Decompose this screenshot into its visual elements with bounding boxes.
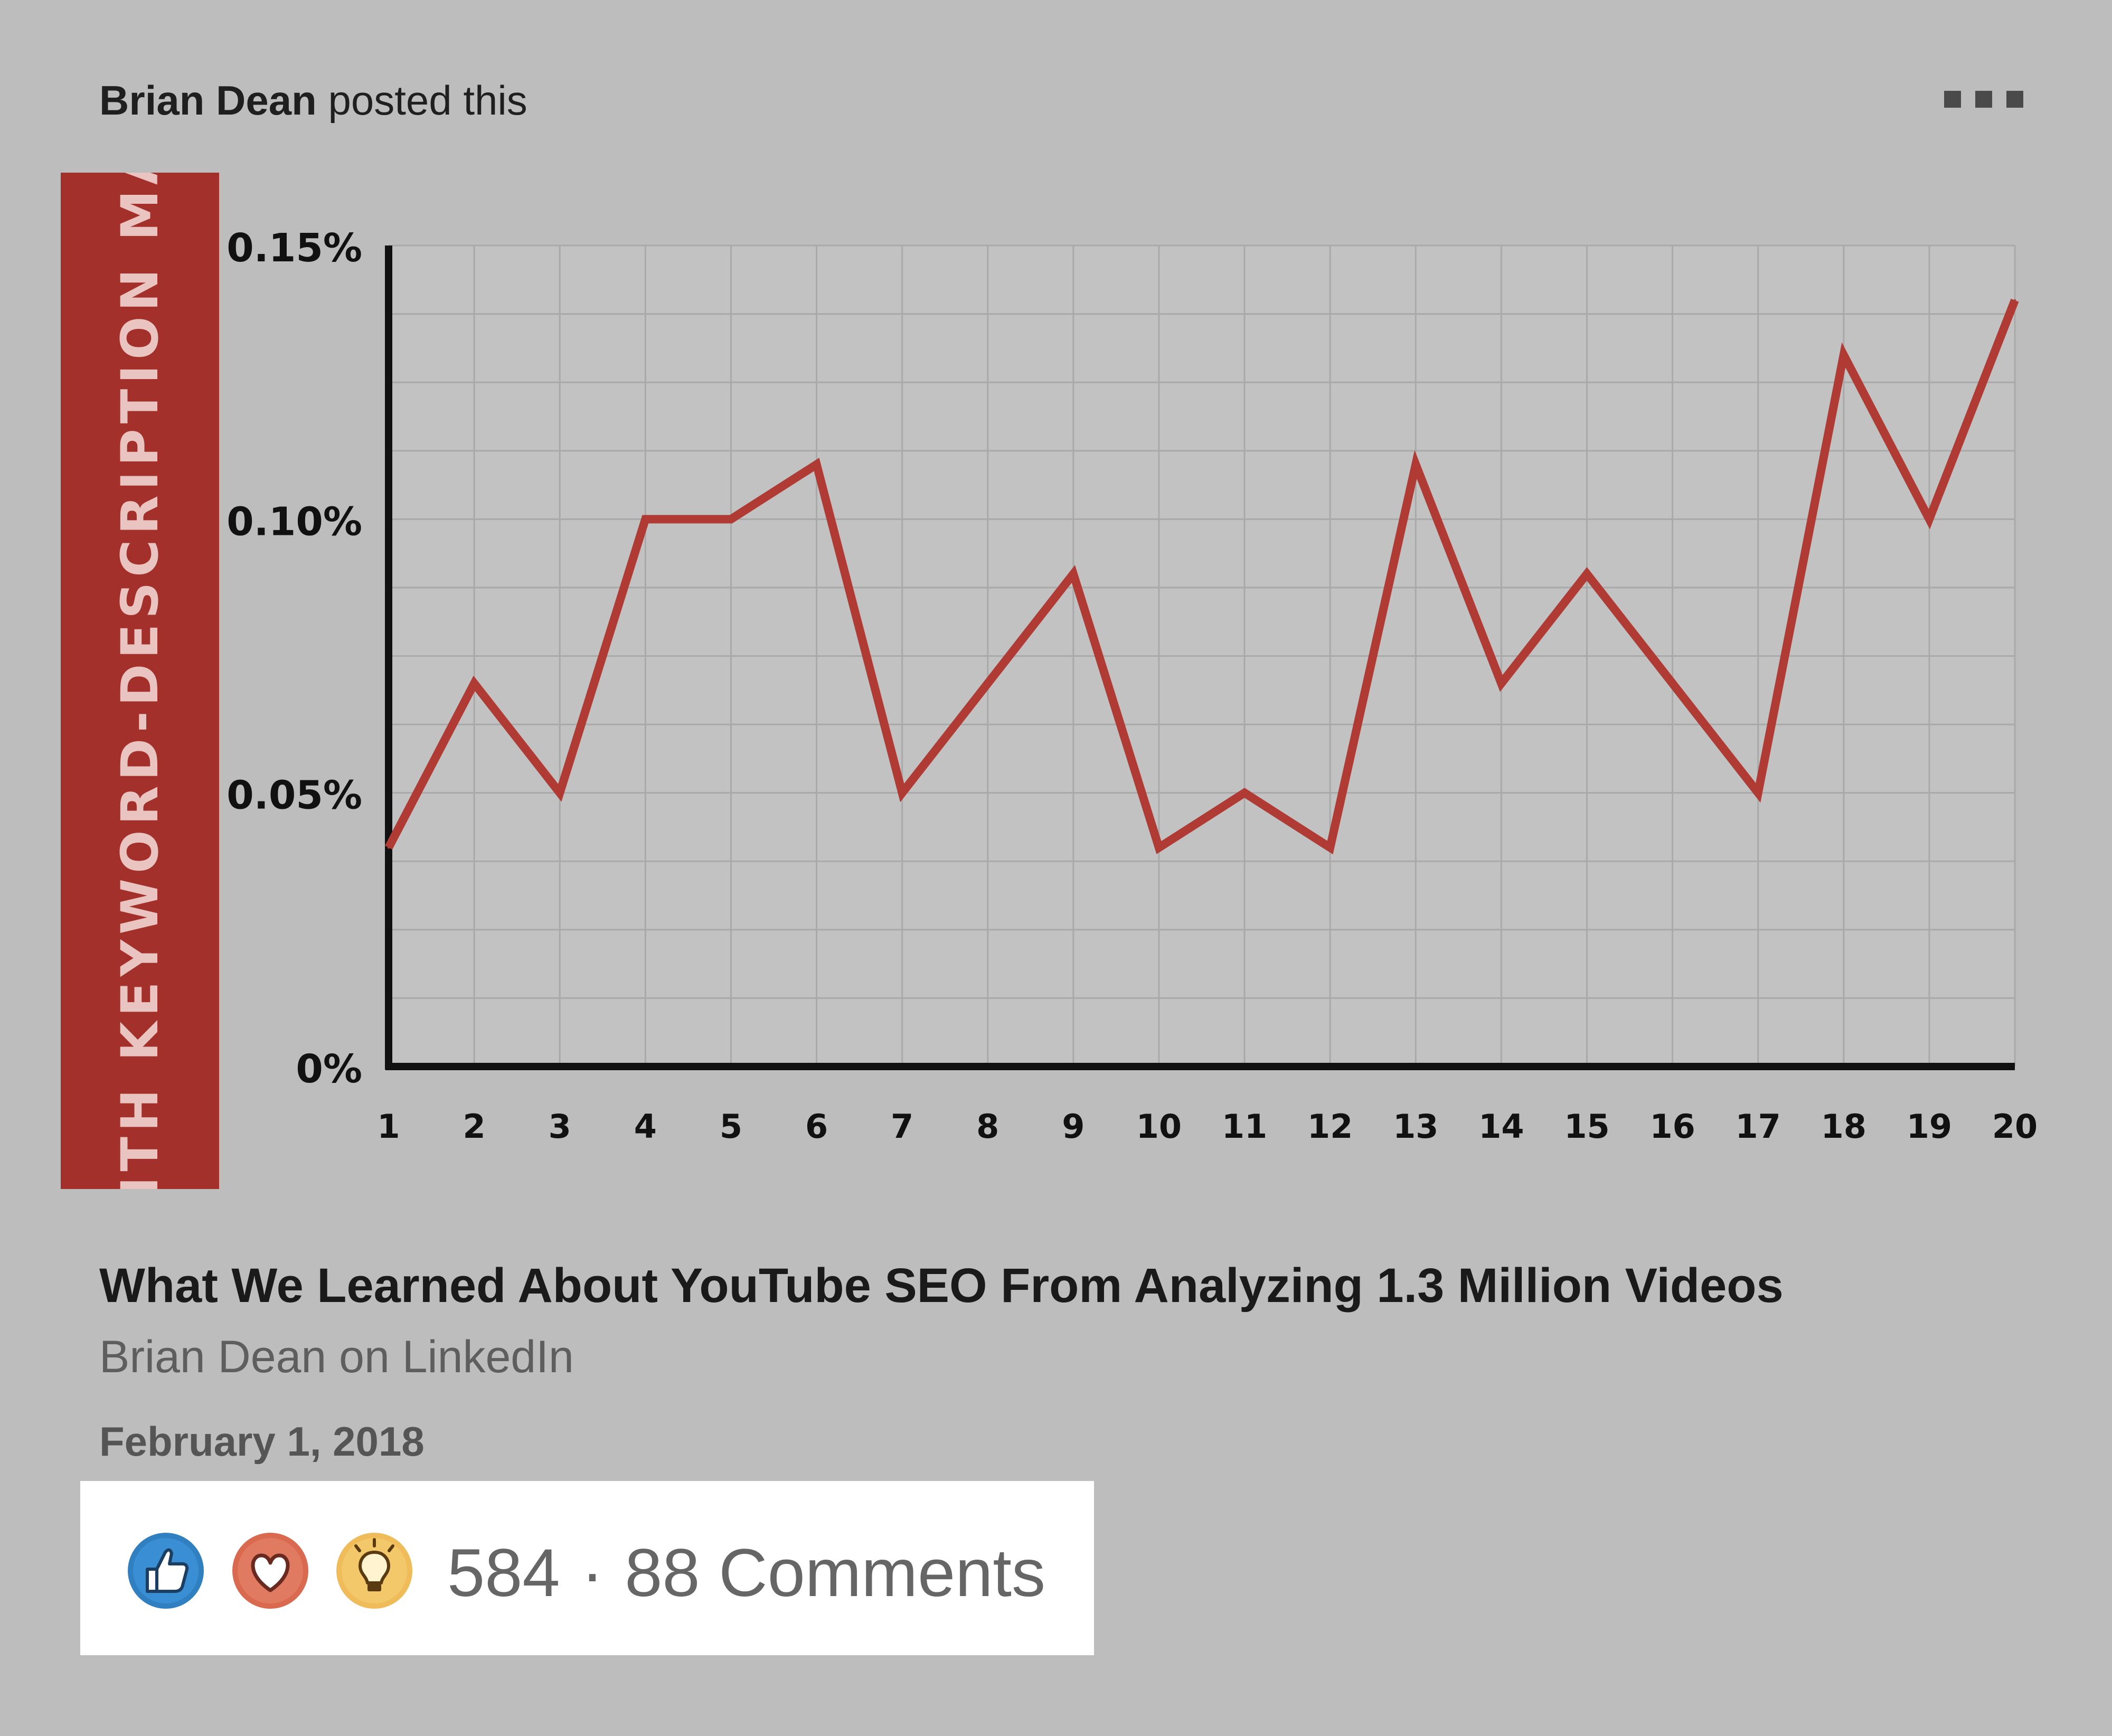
love-icon[interactable]: [231, 1531, 310, 1610]
x-tick-label: 4: [634, 1107, 657, 1146]
line-chart[interactable]: 0% 0.05% 0.10% 0.15% 1 2 3 4 5 6 7 8 9 10 11 12 13 14 15 16…: [222, 195, 2101, 1199]
data-point: [815, 463, 818, 466]
data-point: [1586, 573, 1588, 575]
data-point: [1500, 682, 1503, 685]
x-tick-label: 3: [549, 1107, 571, 1146]
more-horizontal-icon[interactable]: [1944, 90, 2023, 109]
data-point: [1243, 791, 1246, 794]
x-tick-label: 9: [1062, 1107, 1085, 1146]
x-tick-label: 16: [1649, 1107, 1695, 1146]
x-tick-label: 17: [1736, 1107, 1781, 1146]
y-tick-label: 0.10%: [227, 499, 362, 544]
like-icon[interactable]: [126, 1531, 205, 1610]
x-tick-label: 1: [377, 1107, 400, 1146]
x-tick-label: 5: [720, 1107, 742, 1146]
data-point: [986, 682, 989, 685]
x-tick-label: 14: [1478, 1107, 1524, 1146]
reaction-count[interactable]: 584: [447, 1535, 560, 1611]
data-point: [730, 518, 732, 521]
data-point: [1928, 518, 1930, 521]
chart-svg: 0%0.05%0.10%0.15%1 2 3 4 5 6 7 8 9 10 11 12 13 14 15 16…: [227, 225, 2038, 1146]
article-date: February 1, 2018: [99, 1418, 425, 1465]
data-point: [1415, 463, 1417, 466]
data-point: [1072, 573, 1074, 575]
insightful-icon[interactable]: [335, 1531, 414, 1610]
x-tick-label: 13: [1393, 1107, 1438, 1146]
x-tick-label: 10: [1136, 1107, 1182, 1146]
separator-dot: ·: [581, 1535, 604, 1611]
x-tick-label: 19: [1907, 1107, 1952, 1146]
x-tick-label: 20: [1992, 1107, 2038, 1146]
banner-text: WITH KEYWORD-DESCRIPTION MAT: [110, 173, 169, 1189]
author-name[interactable]: Brian Dean: [99, 77, 317, 124]
data-point: [1157, 846, 1160, 849]
data-point: [1757, 791, 1759, 794]
data-point: [559, 791, 561, 794]
data-point: [901, 791, 903, 794]
post-header: Brian Dean posted this: [99, 74, 527, 127]
x-tick-label: 7: [891, 1107, 913, 1146]
x-tick-label: 11: [1222, 1107, 1267, 1146]
reactions-bar: 584 · 88 Comments: [80, 1481, 1094, 1655]
data-point: [388, 846, 390, 849]
data-point: [2014, 299, 2016, 301]
x-tick-label: 15: [1564, 1107, 1609, 1146]
comments-count-link[interactable]: 88 Comments: [625, 1535, 1045, 1611]
data-point: [1329, 846, 1332, 849]
series-line: [384, 298, 2019, 855]
post-action-text: posted this: [328, 77, 527, 124]
x-tick-label: 6: [805, 1107, 828, 1146]
x-tick-label: 18: [1821, 1107, 1866, 1146]
article-title[interactable]: What We Learned About YouTube SEO From A…: [99, 1259, 1784, 1313]
data-point: [1671, 682, 1674, 685]
data-point: [473, 682, 476, 685]
y-tick-label: 0.05%: [227, 773, 362, 818]
x-tick-label: 2: [463, 1107, 486, 1146]
data-point: [644, 518, 647, 521]
article-source: Brian Dean on LinkedIn: [99, 1332, 574, 1382]
data-point: [1842, 354, 1845, 356]
x-tick-label: 12: [1307, 1107, 1353, 1146]
y-tick-label: 0%: [296, 1046, 362, 1092]
reaction-counts: 584 · 88 Comments: [447, 1534, 1045, 1613]
x-tick-label: 8: [976, 1107, 999, 1146]
chart-side-banner: WITH KEYWORD-DESCRIPTION MAT: [61, 173, 219, 1189]
y-tick-label: 0.15%: [227, 225, 362, 271]
